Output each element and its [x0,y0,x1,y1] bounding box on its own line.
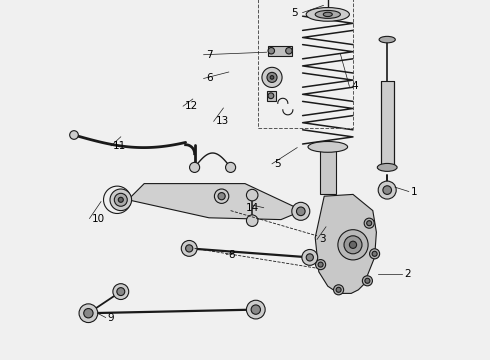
Circle shape [113,284,129,300]
Text: 1: 1 [411,186,417,197]
Ellipse shape [306,8,349,21]
Circle shape [383,186,392,194]
Circle shape [181,240,197,256]
Ellipse shape [315,10,341,18]
Circle shape [246,300,265,319]
Bar [258,0,353,128]
Circle shape [338,230,368,260]
Circle shape [318,262,323,267]
Circle shape [270,76,274,79]
Ellipse shape [323,12,332,17]
Circle shape [246,215,258,226]
Circle shape [286,48,292,54]
Polygon shape [128,184,303,220]
Circle shape [84,309,93,318]
Circle shape [302,249,318,265]
Circle shape [365,278,370,283]
Text: 5: 5 [292,8,298,18]
Circle shape [306,254,314,261]
Circle shape [110,189,132,211]
Text: 4: 4 [351,81,358,91]
Circle shape [267,72,277,82]
Circle shape [349,241,357,248]
Circle shape [367,221,372,226]
Bar [381,81,393,169]
Circle shape [70,131,78,139]
Circle shape [218,193,225,200]
Circle shape [79,304,98,323]
Circle shape [336,287,341,292]
Circle shape [344,236,362,254]
Bar [269,46,292,56]
Circle shape [268,93,274,99]
Ellipse shape [379,36,395,43]
Text: 10: 10 [92,213,105,224]
Circle shape [251,305,261,314]
Circle shape [246,189,258,201]
Circle shape [114,193,127,206]
Circle shape [378,181,396,199]
Circle shape [186,245,193,252]
Circle shape [369,249,380,259]
Circle shape [117,288,125,296]
Circle shape [262,67,282,87]
Circle shape [316,260,326,270]
Circle shape [118,197,123,202]
Circle shape [190,162,199,172]
Ellipse shape [308,141,347,152]
Text: 11: 11 [113,141,126,151]
Text: 5: 5 [274,159,281,169]
Circle shape [215,189,229,203]
Circle shape [363,276,372,286]
Polygon shape [315,194,376,293]
Circle shape [372,251,377,256]
Circle shape [225,162,236,172]
Circle shape [268,48,274,54]
Text: 6: 6 [206,73,212,84]
Text: 3: 3 [319,234,326,244]
Circle shape [296,207,305,216]
Text: 7: 7 [206,50,212,60]
Text: 12: 12 [185,101,198,111]
Text: 9: 9 [108,312,115,323]
Bar [320,146,336,194]
Circle shape [334,285,343,295]
Bar [267,91,275,101]
Circle shape [292,202,310,220]
Ellipse shape [377,163,397,171]
Text: 2: 2 [404,269,411,279]
Circle shape [364,218,374,228]
Text: 14: 14 [246,203,259,213]
Text: 8: 8 [228,249,235,260]
Text: 13: 13 [216,116,229,126]
